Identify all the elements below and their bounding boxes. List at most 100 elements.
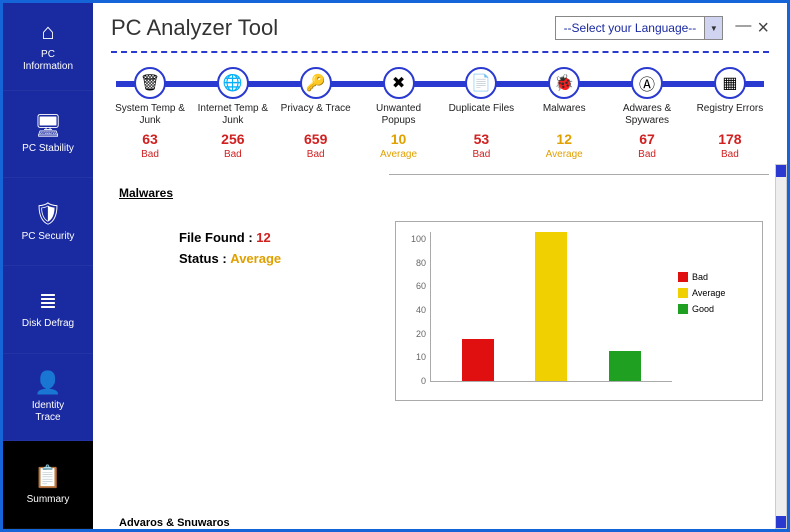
sidebar-item-label: Disk Defrag [22, 318, 74, 330]
sidebar-icon: ≣ [39, 288, 57, 314]
section-title: Malwares [119, 186, 373, 200]
category-icon: Ⓐ [631, 67, 663, 99]
category-label: Malwares [543, 103, 586, 127]
category-registry-errors[interactable]: ▦Registry Errors178Bad [691, 67, 769, 160]
y-tick-label: 10 [400, 352, 426, 362]
sidebar-icon: ⌂ [41, 19, 54, 45]
topbar: PC Analyzer Tool --Select your Language-… [93, 3, 787, 47]
category-value: 12 [556, 131, 572, 147]
top-controls: --Select your Language-- ▼ — × [555, 16, 769, 40]
bar-good [609, 351, 641, 381]
category-label: Adwares & Spywares [608, 103, 686, 127]
category-value: 178 [718, 131, 741, 147]
app-window: ⌂PCInformation🖥PC Stability🛡PC Security≣… [3, 3, 787, 529]
status-label: Status : [179, 251, 227, 266]
category-value: 10 [391, 131, 407, 147]
category-icon: ✖ [383, 67, 415, 99]
minimize-button[interactable]: — [735, 17, 751, 40]
category-status: Average [380, 149, 417, 160]
chart-y-axis: 10080604020100 [400, 230, 426, 382]
category-label: Internet Temp & Junk [194, 103, 272, 127]
y-tick-label: 40 [400, 305, 426, 315]
legend-label: Good [692, 304, 714, 314]
language-select-text: --Select your Language-- [556, 18, 705, 38]
close-button[interactable]: × [757, 17, 769, 40]
category-value: 659 [304, 131, 327, 147]
category-icon: 🔑 [300, 67, 332, 99]
sidebar-item-label: IdentityTrace [32, 400, 64, 424]
legend-item-bad: Bad [678, 272, 756, 282]
sidebar: ⌂PCInformation🖥PC Stability🛡PC Security≣… [3, 3, 93, 529]
detail-area: Malwares File Found : 12 Status : Averag… [111, 174, 769, 529]
category-malwares[interactable]: 🐞 Malwares 12 Average [525, 67, 603, 160]
category-adwares-spywares[interactable]: ⒶAdwares & Spywares67Bad [608, 67, 686, 160]
status-value: Average [230, 251, 281, 266]
sidebar-icon: 🛡 [34, 201, 62, 227]
sidebar-icon: 👤 [34, 370, 61, 396]
language-select[interactable]: --Select your Language-- ▼ [555, 16, 724, 40]
category-system-temp-junk[interactable]: 🗑System Temp & Junk63Bad [111, 67, 189, 160]
legend-item-average: Average [678, 288, 756, 298]
sidebar-item-identity-trace[interactable]: 👤 IdentityTrace [3, 354, 93, 442]
category-privacy-trace[interactable]: 🔑 Privacy & Trace 659 Bad [277, 67, 355, 160]
file-found-value: 12 [256, 230, 270, 245]
category-status: Bad [307, 149, 325, 160]
y-tick-label: 60 [400, 281, 426, 291]
category-status: Bad [224, 149, 242, 160]
window-buttons: — × [735, 17, 769, 40]
category-label: Unwanted Popups [360, 103, 438, 127]
category-icon: 🗑 [134, 67, 166, 99]
sidebar-item-pc-information[interactable]: ⌂PCInformation [3, 3, 93, 91]
category-status: Average [546, 149, 583, 160]
category-duplicate-files[interactable]: 📄Duplicate Files53Bad [442, 67, 520, 160]
sidebar-icon: 🖥 [34, 113, 62, 139]
sidebar-item-pc-stability[interactable]: 🖥 PC Stability [3, 91, 93, 179]
y-tick-label: 20 [400, 329, 426, 339]
category-label: Duplicate Files [449, 103, 515, 127]
detail-wrapper: Malwares File Found : 12 Status : Averag… [93, 164, 787, 529]
legend-color-icon [678, 288, 688, 298]
main-panel: PC Analyzer Tool --Select your Language-… [93, 3, 787, 529]
bar-bad [462, 339, 494, 381]
category-icon: 📄 [465, 67, 497, 99]
file-found-label: File Found : [179, 230, 253, 245]
category-status: Bad [472, 149, 490, 160]
chart-container: 10080604020100 BadAverageGood [395, 221, 763, 401]
legend-color-icon [678, 304, 688, 314]
legend-label: Average [692, 288, 725, 298]
sidebar-icon: 📋 [34, 464, 61, 490]
chart-panel: 10080604020100 BadAverageGood [389, 174, 769, 529]
status-row: Status : Average [119, 251, 373, 266]
category-label: System Temp & Junk [111, 103, 189, 127]
categories-row: 🗑System Temp & Junk63Bad🌐Internet Temp &… [111, 67, 769, 160]
legend-item-good: Good [678, 304, 756, 314]
page-title: PC Analyzer Tool [111, 15, 278, 41]
category-unwanted-popups[interactable]: ✖ Unwanted Popups 10 Average [360, 67, 438, 160]
sidebar-item-label: Summary [27, 494, 70, 506]
category-label: Registry Errors [697, 103, 764, 127]
sidebar-item-label: PC Stability [22, 143, 74, 155]
legend-label: Bad [692, 272, 708, 282]
y-tick-label: 0 [400, 376, 426, 386]
sidebar-item-pc-security[interactable]: 🛡PC Security [3, 178, 93, 266]
divider [111, 51, 769, 53]
chevron-down-icon[interactable]: ▼ [704, 17, 722, 39]
sidebar-item-disk-defrag[interactable]: ≣ Disk Defrag [3, 266, 93, 354]
category-icon: 🐞 [548, 67, 580, 99]
y-tick-label: 100 [400, 234, 426, 244]
scroll-down-button[interactable] [776, 516, 786, 528]
category-icon: ▦ [714, 67, 746, 99]
category-status: Bad [638, 149, 656, 160]
detail-left: Malwares File Found : 12 Status : Averag… [111, 174, 381, 529]
sidebar-item-summary[interactable]: 📋 Summary [3, 441, 93, 529]
category-label: Privacy & Trace [281, 103, 351, 127]
legend-color-icon [678, 272, 688, 282]
file-found-row: File Found : 12 [119, 230, 373, 245]
category-value: 256 [221, 131, 244, 147]
bar-average [535, 232, 567, 381]
chart-legend: Bad Average Good [678, 272, 756, 320]
category-internet-temp-junk[interactable]: 🌐Internet Temp & Junk256Bad [194, 67, 272, 160]
category-value: 63 [142, 131, 158, 147]
scrollbar[interactable] [775, 164, 787, 529]
scroll-up-button[interactable] [776, 165, 786, 177]
